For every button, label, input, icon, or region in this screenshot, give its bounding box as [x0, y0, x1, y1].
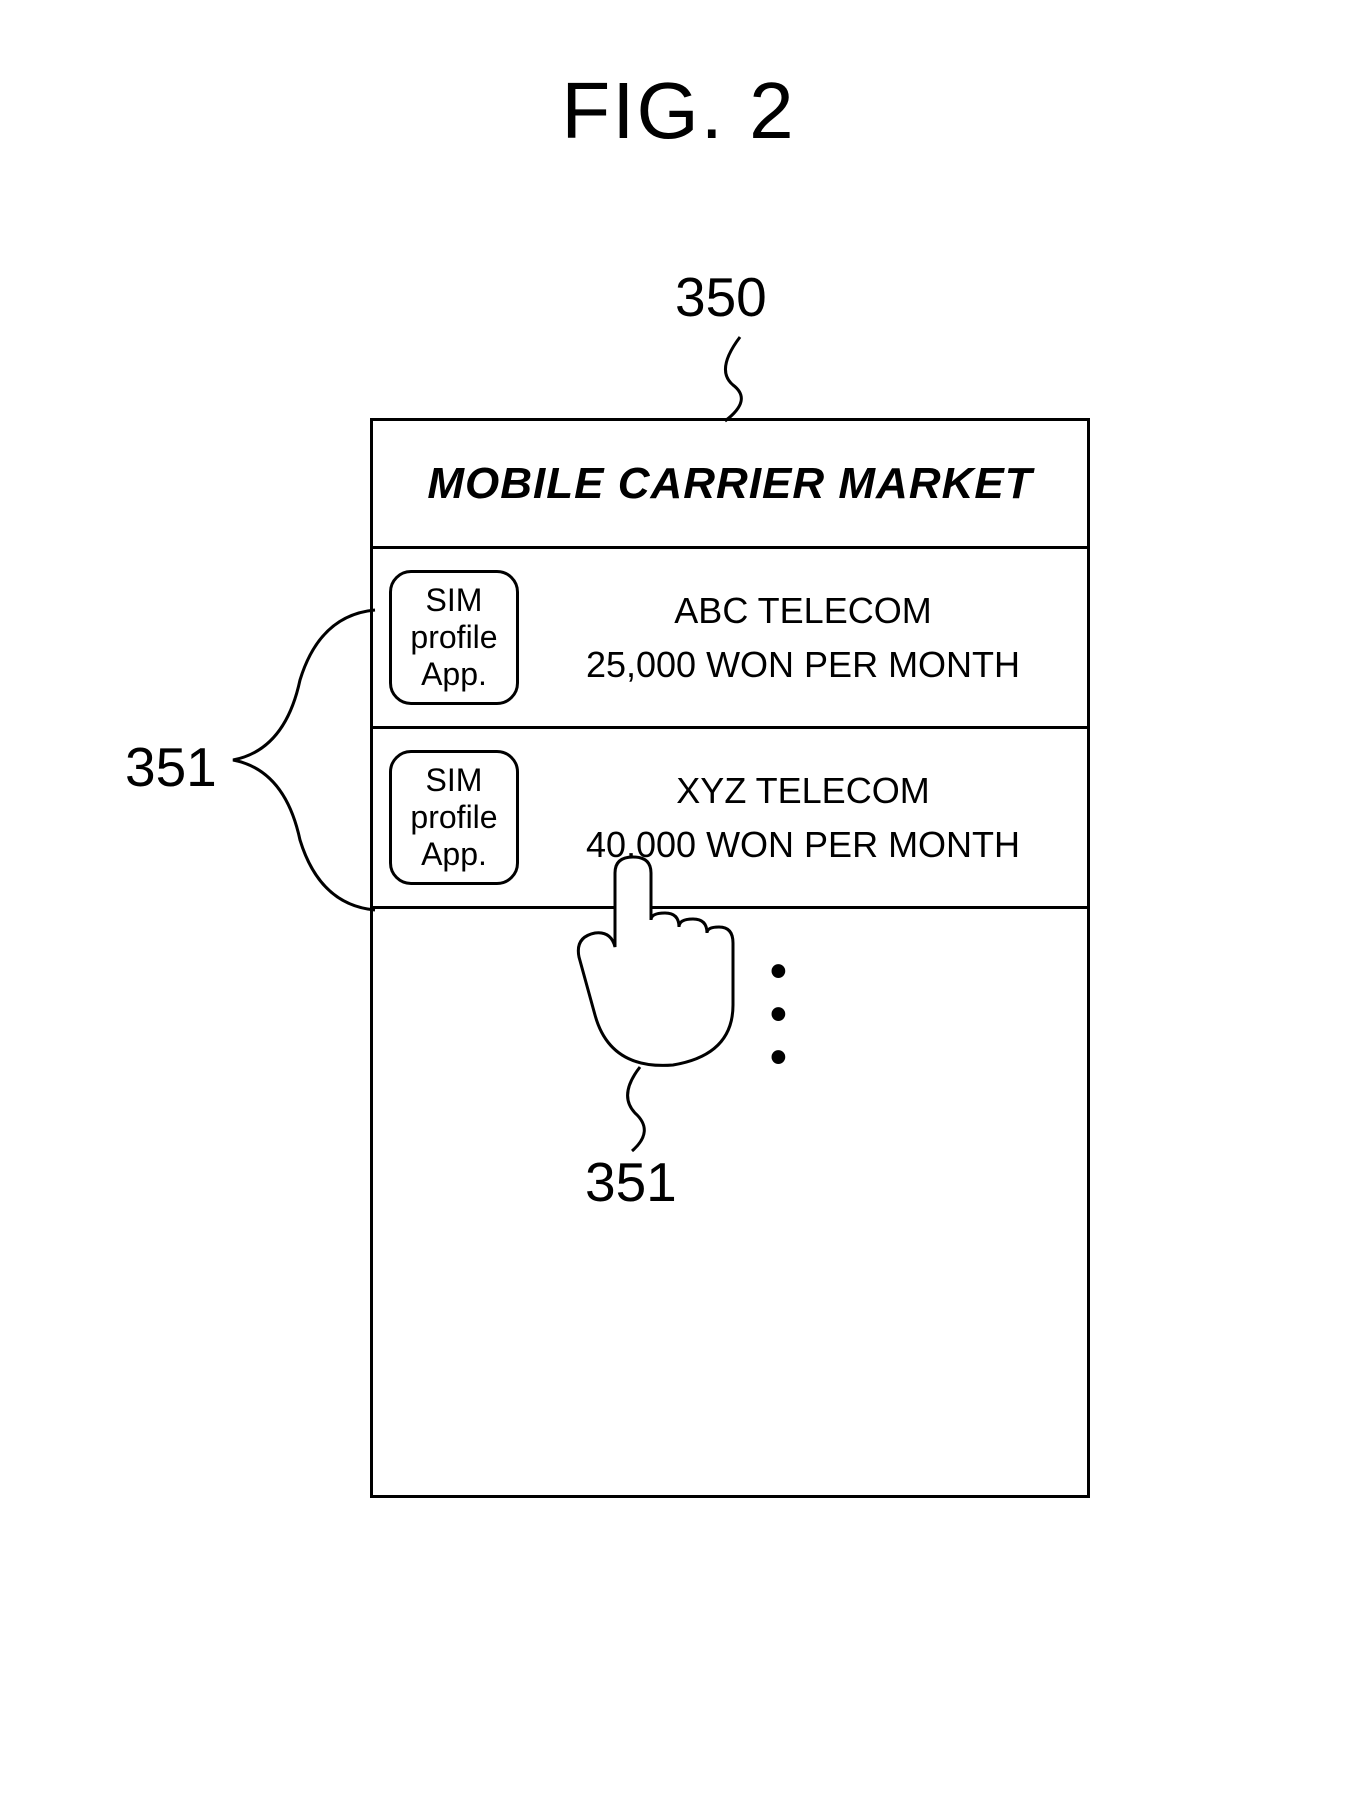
ref-351-hand-leader	[610, 1065, 670, 1155]
ref-350-leader	[705, 335, 765, 425]
ref-351-left-label: 351	[125, 735, 217, 799]
touch-hand-icon	[555, 855, 755, 1085]
sim-profile-app-icon[interactable]: SIM profile App.	[389, 570, 519, 705]
carrier-name: XYZ TELECOM	[529, 764, 1077, 818]
carrier-price: 25,000 WON PER MONTH	[529, 638, 1077, 692]
carrier-name: ABC TELECOM	[529, 584, 1077, 638]
sim-profile-app-icon[interactable]: SIM profile App.	[389, 750, 519, 885]
sim-chip-line: App.	[421, 836, 487, 873]
sim-chip-line: SIM	[426, 762, 483, 799]
sim-chip-line: App.	[421, 656, 487, 693]
market-header: MOBILE CARRIER MARKET	[373, 421, 1087, 549]
carrier-row[interactable]: SIM profile App. ABC TELECOM 25,000 WON …	[373, 549, 1087, 729]
sim-chip-line: profile	[410, 619, 497, 656]
sim-chip-line: SIM	[426, 582, 483, 619]
figure-title: FIG. 2	[0, 65, 1357, 157]
carrier-info: ABC TELECOM 25,000 WON PER MONTH	[519, 584, 1087, 692]
ellipsis-dots: •••	[770, 950, 787, 1080]
ref-351-bracket	[225, 590, 385, 930]
ref-350-label: 350	[675, 265, 767, 329]
sim-chip-line: profile	[410, 799, 497, 836]
ref-351-hand-label: 351	[585, 1150, 677, 1214]
